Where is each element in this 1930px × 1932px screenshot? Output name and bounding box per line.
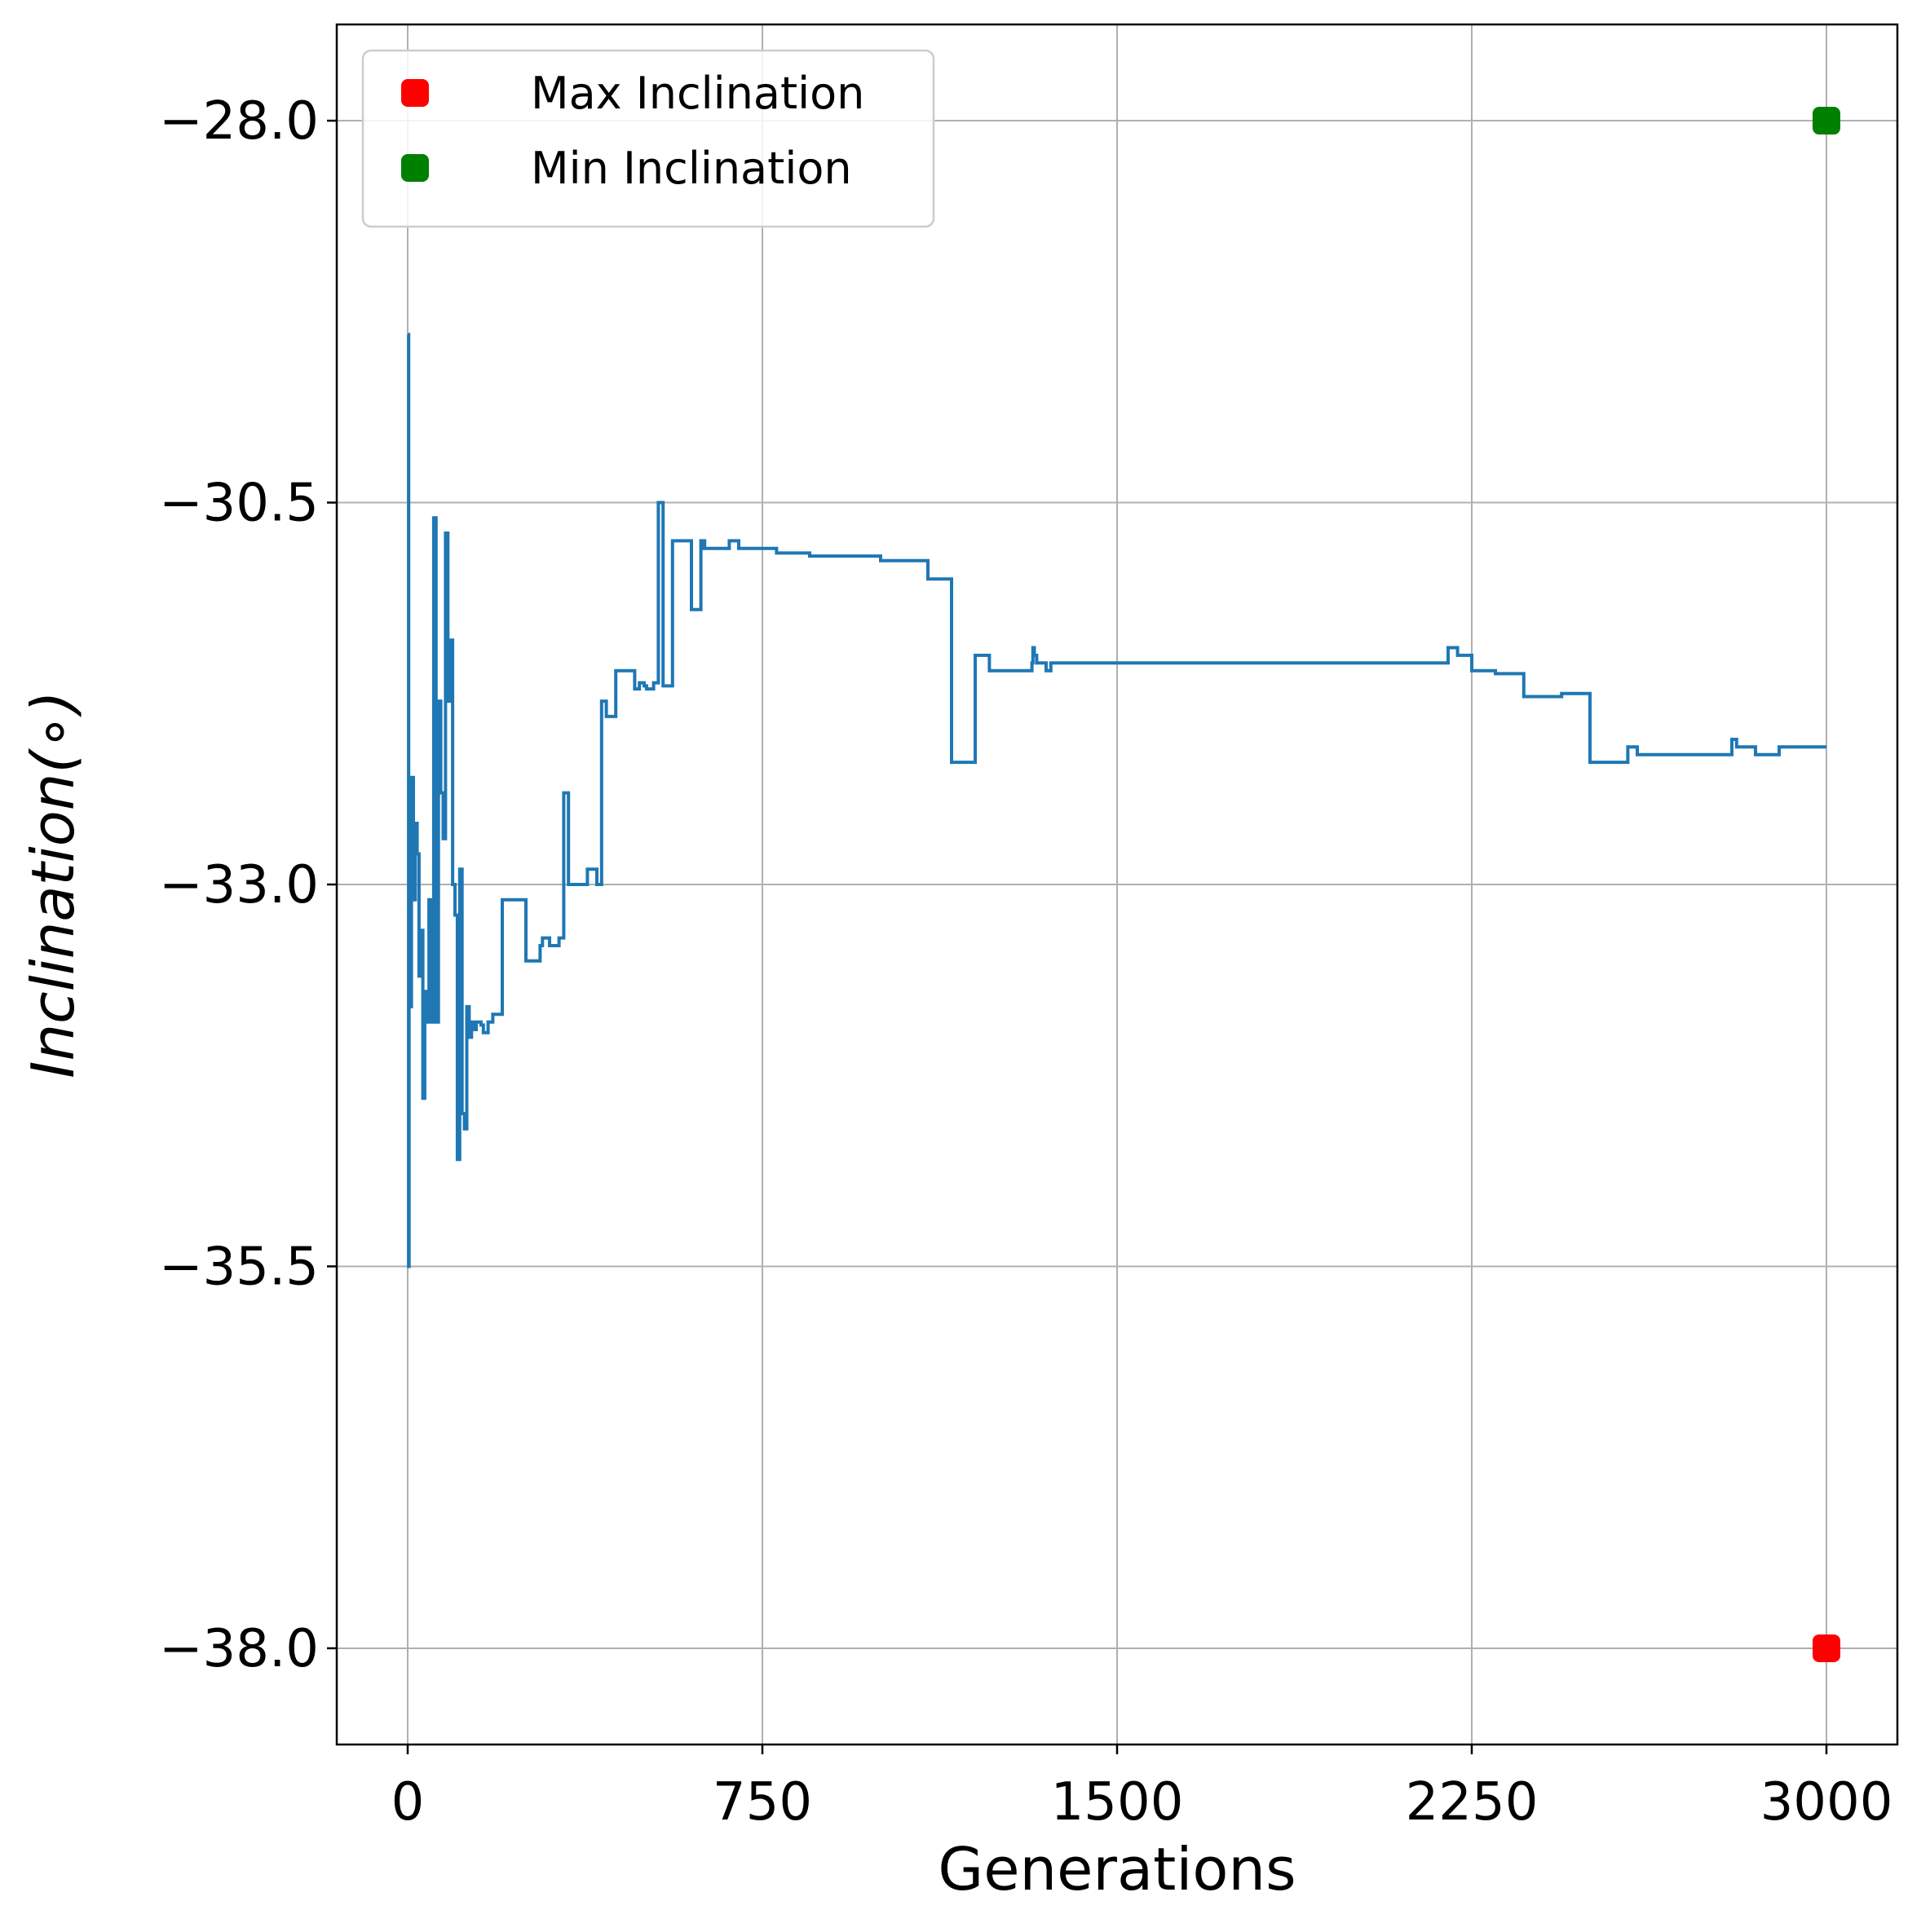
- y-tick-label: −30.5: [159, 474, 319, 534]
- x-axis-label: Generations: [938, 1835, 1296, 1903]
- series-layer: [407, 107, 1840, 1662]
- x-tick-label: 750: [713, 1772, 812, 1833]
- x-tick-label: 3000: [1760, 1772, 1893, 1833]
- legend-marker: [401, 154, 429, 182]
- x-tick-label: 2250: [1406, 1772, 1539, 1833]
- y-axis-ticks: −28.0 −30.5 −33.0 −35.5 −38.0: [159, 91, 337, 1679]
- y-tick-label: −28.0: [159, 91, 319, 152]
- legend-label: Min Inclination: [531, 143, 852, 194]
- min-inclination-marker: [1813, 107, 1840, 135]
- y-tick-label: −33.0: [159, 855, 319, 915]
- x-tick-label: 1500: [1051, 1772, 1184, 1833]
- legend-marker: [401, 79, 429, 107]
- y-tick-label: −38.0: [159, 1619, 319, 1679]
- inclination-line: [407, 333, 1826, 1268]
- y-tick-label: −35.5: [159, 1237, 319, 1297]
- x-tick-label: 0: [391, 1772, 425, 1833]
- legend: Max Inclination Min Inclination: [361, 49, 935, 228]
- legend-label: Max Inclination: [531, 68, 864, 119]
- x-axis-ticks: 0 750 1500 2250 3000: [391, 1745, 1893, 1833]
- max-inclination-marker: [1813, 1634, 1840, 1662]
- legend-box: [361, 49, 935, 228]
- y-axis-label: Inclination(∘): [19, 690, 87, 1078]
